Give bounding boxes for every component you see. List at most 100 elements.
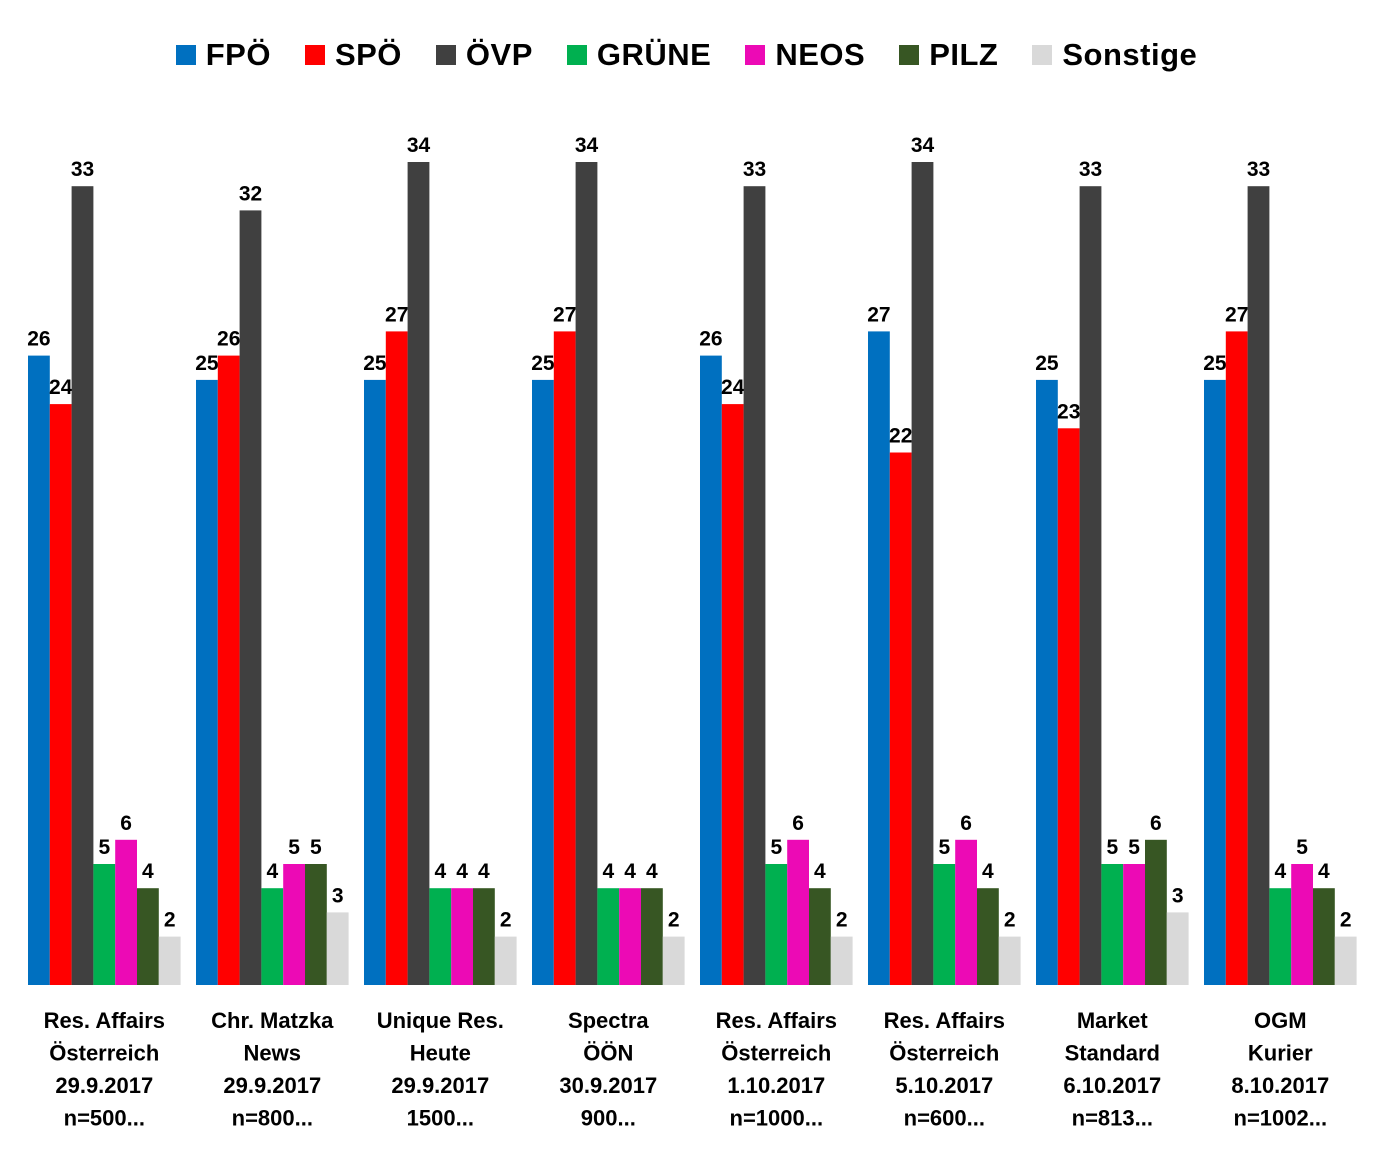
category-label: 29.9.2017 — [391, 1073, 489, 1098]
bar — [721, 404, 744, 986]
category-label: Unique Res. — [377, 1008, 504, 1033]
legend-item: ÖVP — [435, 37, 533, 73]
bar — [407, 162, 430, 985]
legend-label: FPÖ — [205, 37, 271, 72]
bar — [1247, 186, 1270, 985]
legend-swatch — [435, 45, 456, 65]
category-label: 1500... — [407, 1106, 474, 1131]
category-label: News — [244, 1041, 301, 1066]
data-label: 33 — [743, 158, 766, 181]
data-label: 4 — [814, 860, 826, 883]
bar — [977, 888, 999, 985]
bar — [532, 379, 554, 985]
bar — [364, 379, 386, 985]
bar — [1313, 888, 1335, 985]
legend-item: PILZ — [899, 37, 998, 73]
data-label: 2 — [500, 909, 512, 932]
data-label: 25 — [531, 352, 555, 375]
category-label: Österreich — [49, 1041, 159, 1066]
data-label: 25 — [195, 352, 219, 375]
bar — [575, 162, 598, 985]
category-label: 1.10.2017 — [727, 1073, 825, 1098]
category-label: 30.9.2017 — [559, 1073, 657, 1098]
category-label: OGM — [1254, 1008, 1307, 1033]
legend-item: SPÖ — [304, 37, 402, 73]
data-label: 26 — [699, 328, 722, 351]
bar — [619, 888, 641, 985]
bar — [385, 331, 408, 985]
bar — [158, 936, 181, 985]
bar — [553, 331, 576, 985]
bar — [1204, 379, 1226, 985]
data-label: 4 — [646, 860, 658, 883]
bar — [305, 864, 327, 985]
legend-label: NEOS — [775, 37, 866, 72]
legend-swatch — [1032, 45, 1053, 65]
bar — [71, 186, 94, 985]
category-label: Res. Affairs — [716, 1008, 837, 1033]
data-label: 4 — [602, 860, 614, 883]
data-label: 23 — [1057, 400, 1080, 423]
bar — [261, 888, 284, 985]
data-label: 24 — [721, 376, 745, 399]
category-label: Res. Affairs — [884, 1008, 1005, 1033]
data-label: 33 — [71, 158, 94, 181]
data-label: 4 — [434, 860, 446, 883]
legend-swatch — [899, 45, 920, 65]
category-label: ÖÖN — [583, 1041, 633, 1066]
bar — [451, 888, 473, 985]
data-label: 5 — [1106, 836, 1118, 859]
data-label: 33 — [1247, 158, 1270, 181]
data-label: 4 — [1274, 860, 1286, 883]
category-label: 8.10.2017 — [1231, 1073, 1329, 1098]
bar — [743, 186, 766, 985]
bar — [1101, 864, 1124, 985]
data-label: 26 — [27, 328, 50, 351]
category-label: Chr. Matzka — [211, 1008, 334, 1033]
bar — [49, 404, 72, 986]
bar — [955, 839, 977, 985]
bar — [473, 888, 495, 985]
bar — [889, 452, 912, 985]
data-label: 5 — [938, 836, 950, 859]
category-label: 29.9.2017 — [55, 1073, 153, 1098]
data-label: 6 — [1150, 812, 1162, 835]
data-label: 4 — [456, 860, 468, 883]
data-label: 5 — [310, 836, 322, 859]
category-label: n=600... — [904, 1106, 985, 1131]
legend: FPÖ SPÖ ÖVP GRÜNE NEOS PILZ Sonstige — [0, 30, 1373, 80]
category-label: n=500... — [64, 1106, 145, 1131]
data-label: 5 — [770, 836, 782, 859]
bar — [326, 912, 349, 985]
category-label: Res. Affairs — [44, 1008, 165, 1033]
bar — [765, 864, 788, 985]
data-label: 4 — [478, 860, 490, 883]
data-label: 32 — [239, 182, 262, 205]
bar — [868, 331, 890, 985]
bar — [933, 864, 956, 985]
legend-swatch — [175, 45, 196, 65]
bar — [1291, 864, 1313, 985]
data-label: 25 — [1035, 352, 1059, 375]
bar — [239, 210, 262, 985]
bar — [1079, 186, 1102, 985]
data-label: 25 — [363, 352, 387, 375]
data-label: 4 — [1318, 860, 1330, 883]
bar — [429, 888, 452, 985]
legend-swatch — [304, 45, 325, 65]
data-label: 25 — [1203, 352, 1227, 375]
data-label: 3 — [1172, 884, 1184, 907]
data-label: 2 — [1004, 909, 1016, 932]
data-label: 4 — [266, 860, 278, 883]
legend-item: NEOS — [745, 37, 865, 73]
legend-swatch — [745, 45, 766, 65]
bar — [597, 888, 620, 985]
bar — [911, 162, 934, 985]
data-label: 3 — [332, 884, 344, 907]
category-label: n=813... — [1072, 1106, 1153, 1131]
data-label: 6 — [960, 812, 972, 835]
bar — [137, 888, 159, 985]
data-label: 5 — [288, 836, 300, 859]
category-label: Heute — [410, 1041, 471, 1066]
